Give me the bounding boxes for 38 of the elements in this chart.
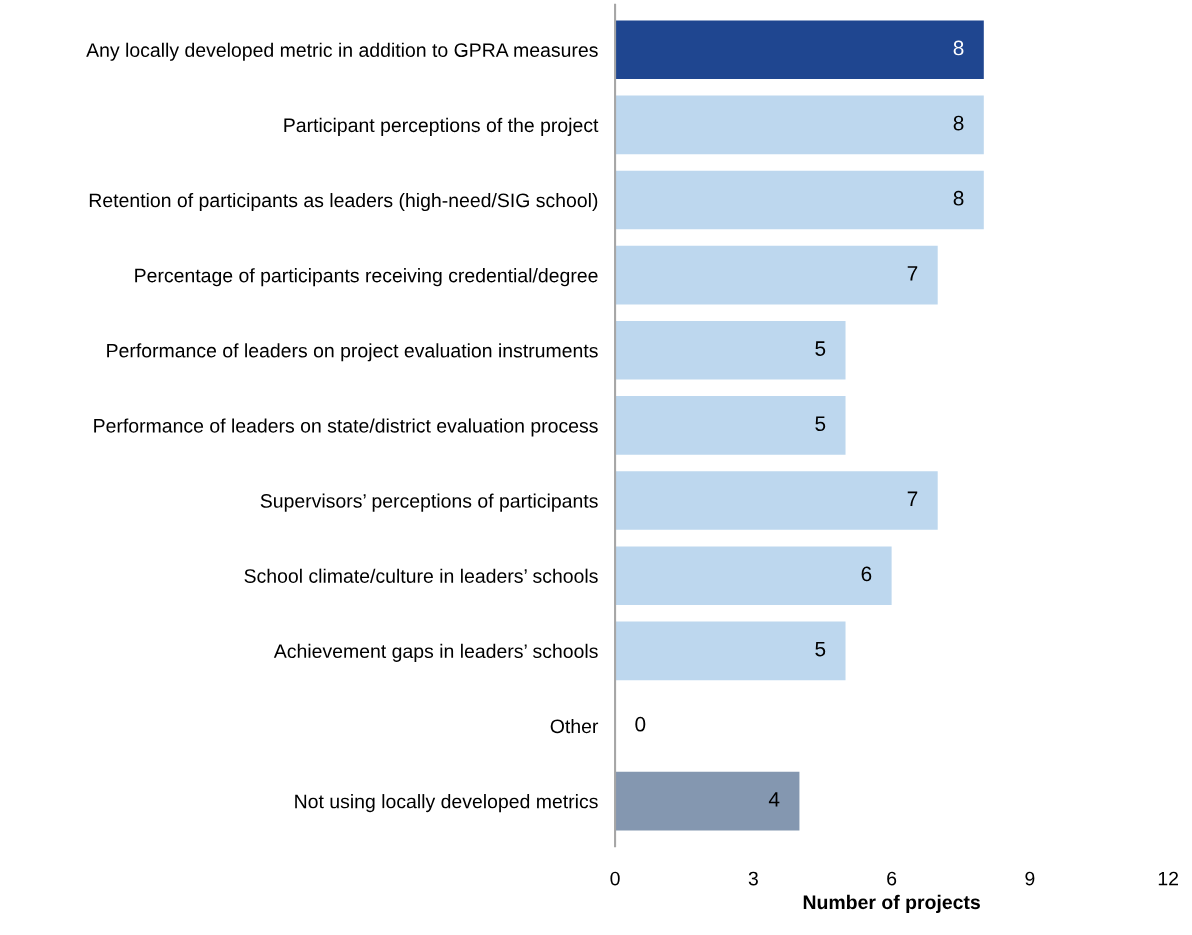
bar xyxy=(615,471,938,530)
bar xyxy=(615,95,984,155)
x-tick-label: 3 xyxy=(748,871,758,886)
x-tick-label: 9 xyxy=(1025,871,1035,886)
y-tick-label: Supervisors’ perceptions of participants xyxy=(260,493,598,512)
y-tick-label: Percentage of participants receiving credential/degree xyxy=(135,268,598,287)
data-label: 5 xyxy=(815,416,826,432)
x-tick-label: 6 xyxy=(887,871,897,886)
bar xyxy=(615,621,846,681)
y-tick-label: Other xyxy=(550,718,599,734)
bar xyxy=(615,245,938,305)
data-label: 5 xyxy=(815,341,826,356)
x-tick-label: 0 xyxy=(610,871,620,886)
y-tick-label: Participant perceptions of the project xyxy=(284,117,599,136)
bar xyxy=(615,320,846,380)
data-label: 6 xyxy=(861,566,872,582)
data-label: 8 xyxy=(953,190,964,206)
y-tick-label: Any locally developed metric in addition to GPRA measures xyxy=(86,42,598,61)
data-label: 0 xyxy=(635,716,646,732)
x-tick-label: 12 xyxy=(1158,871,1178,886)
data-label: 7 xyxy=(907,491,918,506)
bar xyxy=(615,771,800,831)
y-tick-label: Not using locally developed metrics xyxy=(295,794,598,813)
bar xyxy=(615,20,984,80)
data-label: 4 xyxy=(768,792,780,807)
data-label: 5 xyxy=(815,641,826,657)
y-tick-label: Retention of participants as leaders (high-need/SIG school) xyxy=(89,192,598,212)
data-label: 8 xyxy=(953,115,964,131)
y-tick-label: Achievement gaps in leaders’ schools xyxy=(273,643,598,662)
y-tick-label: Performance of leaders on project evaluation instruments xyxy=(107,343,598,362)
y-tick-label: Performance of leaders on state/district evaluation process xyxy=(94,418,598,437)
data-label: 8 xyxy=(953,40,964,56)
data-label: 7 xyxy=(907,266,918,281)
bar xyxy=(615,170,984,230)
y-tick-label: School climate/culture in leaders’ schools xyxy=(244,568,598,583)
bar xyxy=(615,546,892,605)
bar xyxy=(615,396,846,455)
x-axis-title: Number of projects xyxy=(803,894,980,913)
